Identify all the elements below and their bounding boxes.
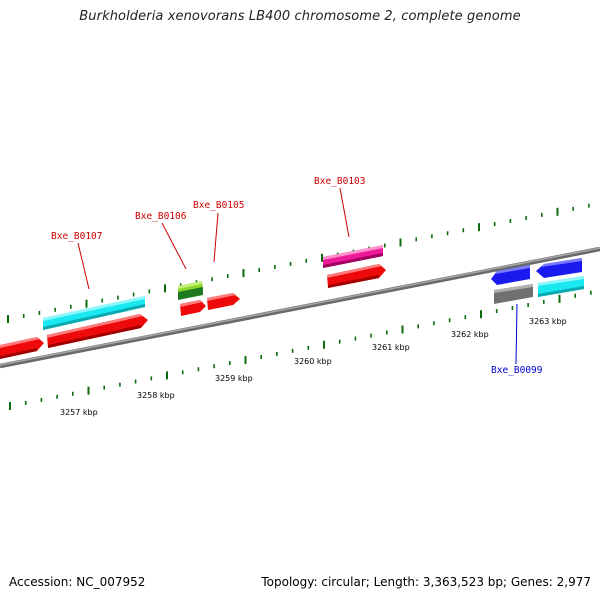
gene-cyan-b0107[interactable]: [43, 296, 145, 330]
scale-label-3262: 3262 kbp: [451, 330, 489, 339]
gene-red-b0107-lower[interactable]: [47, 314, 148, 348]
gene-blue-2[interactable]: [536, 258, 582, 278]
scale-label-3259: 3259 kbp: [215, 374, 253, 383]
gene-label-b0107: Bxe_B0107: [51, 231, 102, 242]
lower-tick-track: [9, 290, 592, 410]
gene-green-b0106[interactable]: [178, 281, 203, 300]
footer-topology: Topology: circular; Length: 3,363,523 bp…: [261, 575, 591, 589]
scale-label-3261: 3261 kbp: [372, 343, 410, 352]
gene-red-small-1[interactable]: [180, 300, 206, 316]
gene-gray-b0099[interactable]: [494, 284, 533, 304]
footer-accession: Accession: NC_007952: [9, 575, 146, 589]
scale-label-3263: 3263 kbp: [529, 317, 567, 326]
scale-label-3260: 3260 kbp: [294, 357, 332, 366]
chromosome-backbone: [0, 246, 600, 369]
gene-label-leaders: [77, 187, 518, 365]
gene-label-b0099: Bxe_B0099: [491, 365, 543, 376]
gene-label-b0105: Bxe_B0105: [193, 200, 244, 211]
gene-blue-1[interactable]: [491, 265, 530, 285]
gene-magenta-b0103[interactable]: [323, 245, 383, 268]
scale-labels: 3257 kbp 3258 kbp 3259 kbp 3260 kbp 3261…: [60, 317, 567, 417]
gene-red-left-edge[interactable]: [0, 337, 44, 359]
gene-red-b0103-lower[interactable]: [327, 264, 386, 288]
gene-label-b0103: Bxe_B0103: [314, 176, 365, 187]
gene-label-b0106: Bxe_B0106: [135, 211, 187, 222]
scale-label-3257: 3257 kbp: [60, 408, 98, 417]
upper-tick-track: [7, 203, 590, 323]
gene-features: [0, 245, 584, 359]
gene-red-small-2[interactable]: [207, 293, 240, 310]
gene-labels: Bxe_B0107 Bxe_B0106 Bxe_B0105 Bxe_B0103 …: [51, 176, 543, 376]
page-title: Burkholderia xenovorans LB400 chromosome…: [79, 9, 521, 24]
scale-label-3258: 3258 kbp: [137, 391, 175, 400]
gene-cyan-right[interactable]: [538, 276, 584, 297]
